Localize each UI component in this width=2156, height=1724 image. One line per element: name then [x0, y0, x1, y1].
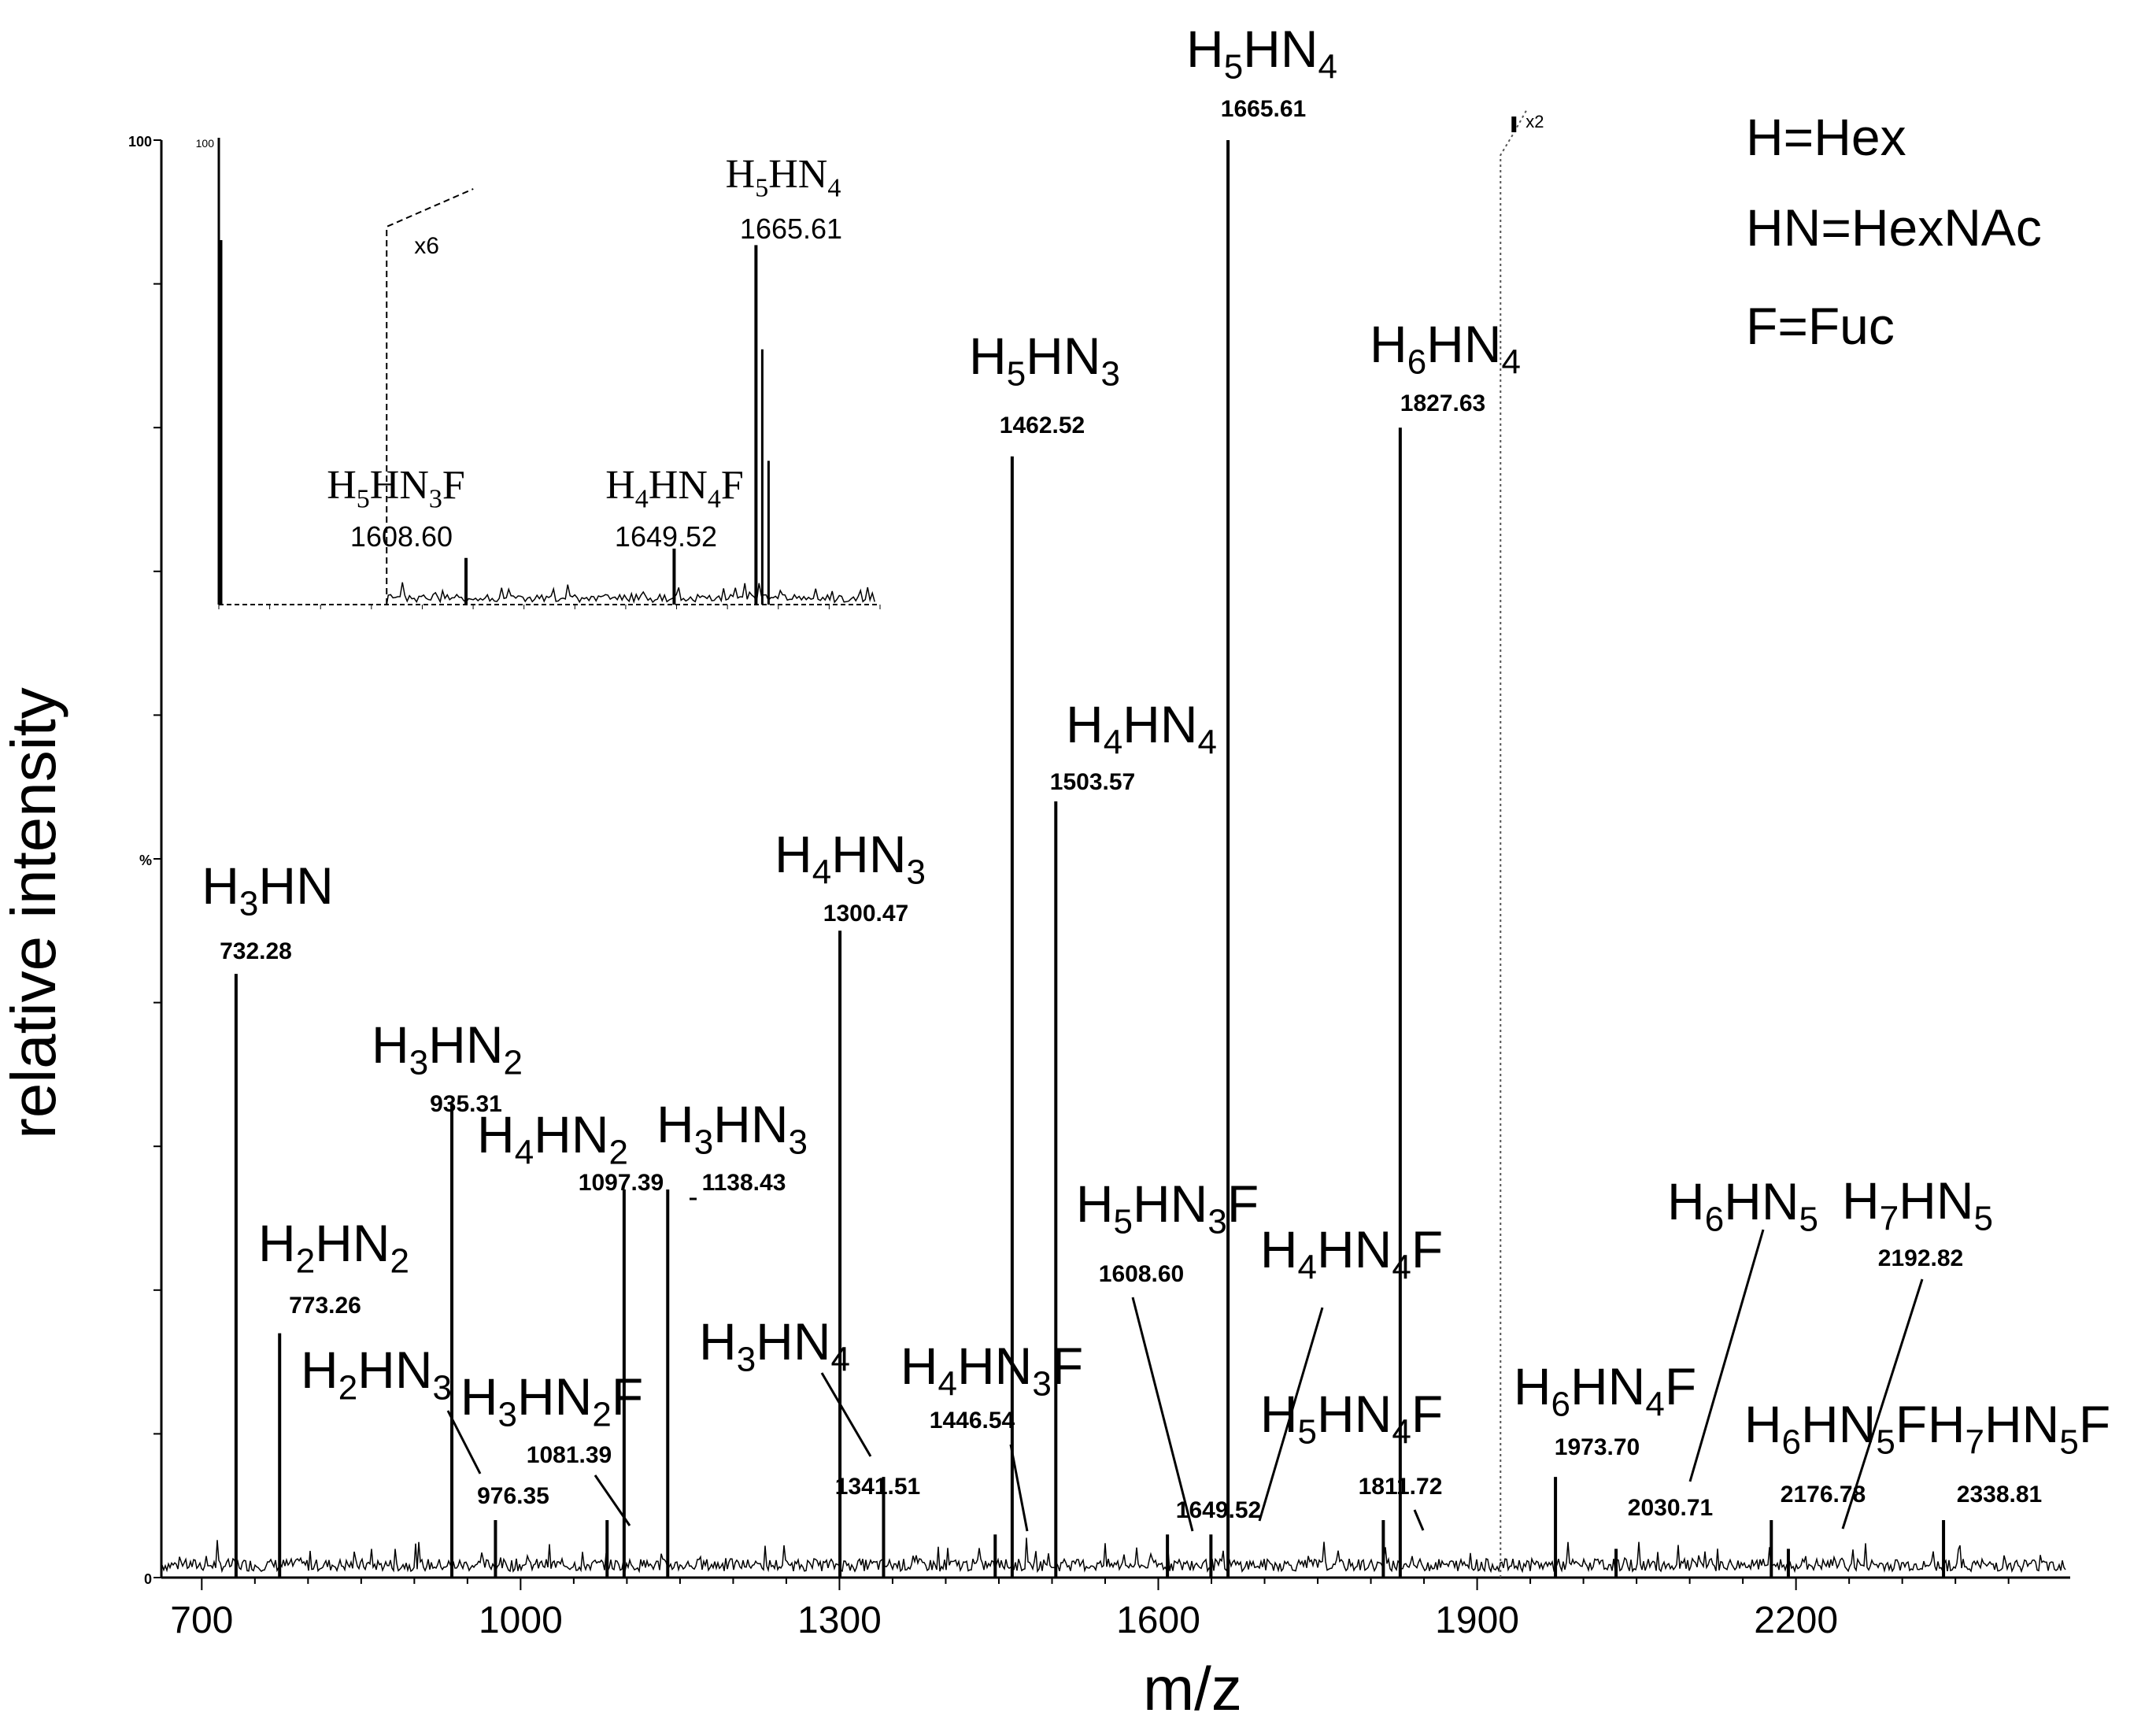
leader-line — [1413, 1509, 1425, 1531]
leader-line — [1009, 1444, 1029, 1532]
inset-peak-mass-label: 1665.61 — [740, 213, 842, 245]
inset-baseline-noise — [386, 582, 875, 605]
inset-peak-formula-label: H5HN4 — [726, 152, 841, 202]
peak-mass-label: 1811.72 — [1359, 1474, 1443, 1500]
peak-mass-label: 1649.52 — [1176, 1497, 1261, 1523]
x-tick-label: 1300 — [797, 1600, 882, 1641]
leader-line — [1258, 1307, 1324, 1522]
peak-formula-label: H3HN2F — [460, 1367, 643, 1434]
peak-formula-label: H4HN3F — [900, 1337, 1083, 1404]
main-plot: 0% 100 700 1000 1300 1600 1900 2200 H3HN 732.28 H2… — [128, 20, 2110, 1641]
peak-formula-label: H6HN4F — [1514, 1357, 1696, 1424]
inset-y-tick-label: 100 — [196, 137, 215, 150]
zoom-marker-label: x2 — [1525, 112, 1544, 131]
legend-entry-hex: H=Hex — [1746, 108, 1906, 166]
peak-formula-label: H4HN3 — [775, 825, 926, 892]
baseline-noise — [161, 1537, 2066, 1578]
peak-formula-label: H2HN2 — [258, 1214, 409, 1281]
zoom-marker-box — [1511, 117, 1517, 132]
peak-formula-label: H3HN3 — [656, 1095, 808, 1162]
peak-mass-label: 1608.60 — [1099, 1261, 1184, 1287]
peak-mass-label: 732.28 — [220, 938, 292, 964]
peak-formula-label: H6HN5F — [1744, 1395, 1927, 1462]
x-axis-title: m/z — [1143, 1654, 1242, 1723]
inset-plot: 100 x6 H5HN3F 1608.60 H4HN4F 1649.52 H5HN4 1665… — [196, 137, 881, 609]
inset-zoom-marker-label: x6 — [414, 233, 439, 259]
peak-mass-label: 1097.39 — [579, 1170, 664, 1196]
leader-line — [1131, 1297, 1194, 1532]
inset-peak-formula-label: H5HN3F — [327, 463, 465, 513]
x-tick-label: 700 — [170, 1600, 233, 1641]
inset-peak-mass-label: 1649.52 — [615, 520, 717, 553]
y-axis-title: relative intensity — [0, 687, 68, 1139]
inset-peak-formula-label: H4HN4F — [605, 463, 744, 513]
peak-formula-label: H6HN5 — [1667, 1172, 1818, 1239]
peak-formula-label: H7HN5F — [1928, 1395, 2110, 1462]
peak-mass-label: 773.26 — [289, 1293, 361, 1319]
inset-zoom-marker-line — [386, 188, 474, 605]
y-tick-label: % — [139, 853, 152, 868]
peak-formula-label: H5HN3F — [1076, 1175, 1259, 1241]
peak-mass-label: 1138.43 — [702, 1170, 786, 1196]
peak-mass-label: 1300.47 — [823, 901, 908, 927]
legend-entry-hexnac: HN=HexNAc — [1746, 198, 2042, 257]
leader-line — [1841, 1278, 1924, 1530]
peak-formula-label: H3HN4 — [699, 1312, 850, 1379]
peak-formula-label: H4HN4F — [1260, 1220, 1443, 1287]
peak-formula-label: H3HN2 — [372, 1016, 523, 1082]
x-tick-label: 1600 — [1116, 1600, 1200, 1641]
inset-peak-mass-label: 1608.60 — [350, 520, 453, 553]
peak-formula-label: H7HN5 — [1842, 1171, 1993, 1238]
peak-mass-label: 1827.63 — [1400, 390, 1485, 416]
leader-line — [820, 1372, 872, 1457]
x-tick-label: 1900 — [1435, 1600, 1519, 1641]
peak-mass-label: 976.35 — [477, 1483, 549, 1509]
peak-mass-label: 2192.82 — [1878, 1245, 1963, 1271]
leader-line — [446, 1410, 482, 1474]
x-tick-label: 1000 — [479, 1600, 563, 1641]
peak-formula-label: H4HN2 — [477, 1105, 628, 1172]
peak-formula-label: H5HN4F — [1260, 1385, 1443, 1452]
legend: H=Hex HN=HexNAc F=Fuc — [1746, 108, 2042, 355]
peak-mass-label: 1973.70 — [1555, 1434, 1640, 1460]
peak-mass-label: 1341.51 — [835, 1474, 920, 1500]
x-tick-label: 2200 — [1754, 1600, 1838, 1641]
legend-entry-fuc: F=Fuc — [1746, 297, 1895, 355]
peak-formula-label: H5HN3 — [969, 327, 1120, 394]
peak-mass-label: 1081.39 — [527, 1442, 612, 1468]
peak-formula-label: H4HN4 — [1066, 695, 1217, 762]
peak-mass-label: 2030.71 — [1628, 1495, 1713, 1521]
peak-formula-label: H5HN4 — [1186, 20, 1337, 87]
peak-formula-label: H3HN — [202, 856, 333, 923]
peak-mass-label: 1446.54 — [930, 1408, 1015, 1434]
y-tick-label: 100 — [128, 134, 152, 150]
peak-formula-label: H6HN4 — [1370, 315, 1521, 382]
peak-mass-label: 2338.81 — [1957, 1482, 2042, 1508]
peak-mass-label: 1462.52 — [1000, 413, 1085, 438]
y-tick-label: 0 — [144, 1571, 152, 1587]
peak-mass-label: 935.31 — [430, 1091, 502, 1117]
zoom-marker-line — [1500, 109, 1528, 1578]
peak-mass-label: 1503.57 — [1050, 769, 1135, 795]
leader-line — [594, 1474, 631, 1526]
peak-mass-label: 1665.61 — [1221, 96, 1306, 122]
peak-formula-label: H2HN3 — [301, 1341, 452, 1408]
leader-line — [1688, 1229, 1765, 1482]
